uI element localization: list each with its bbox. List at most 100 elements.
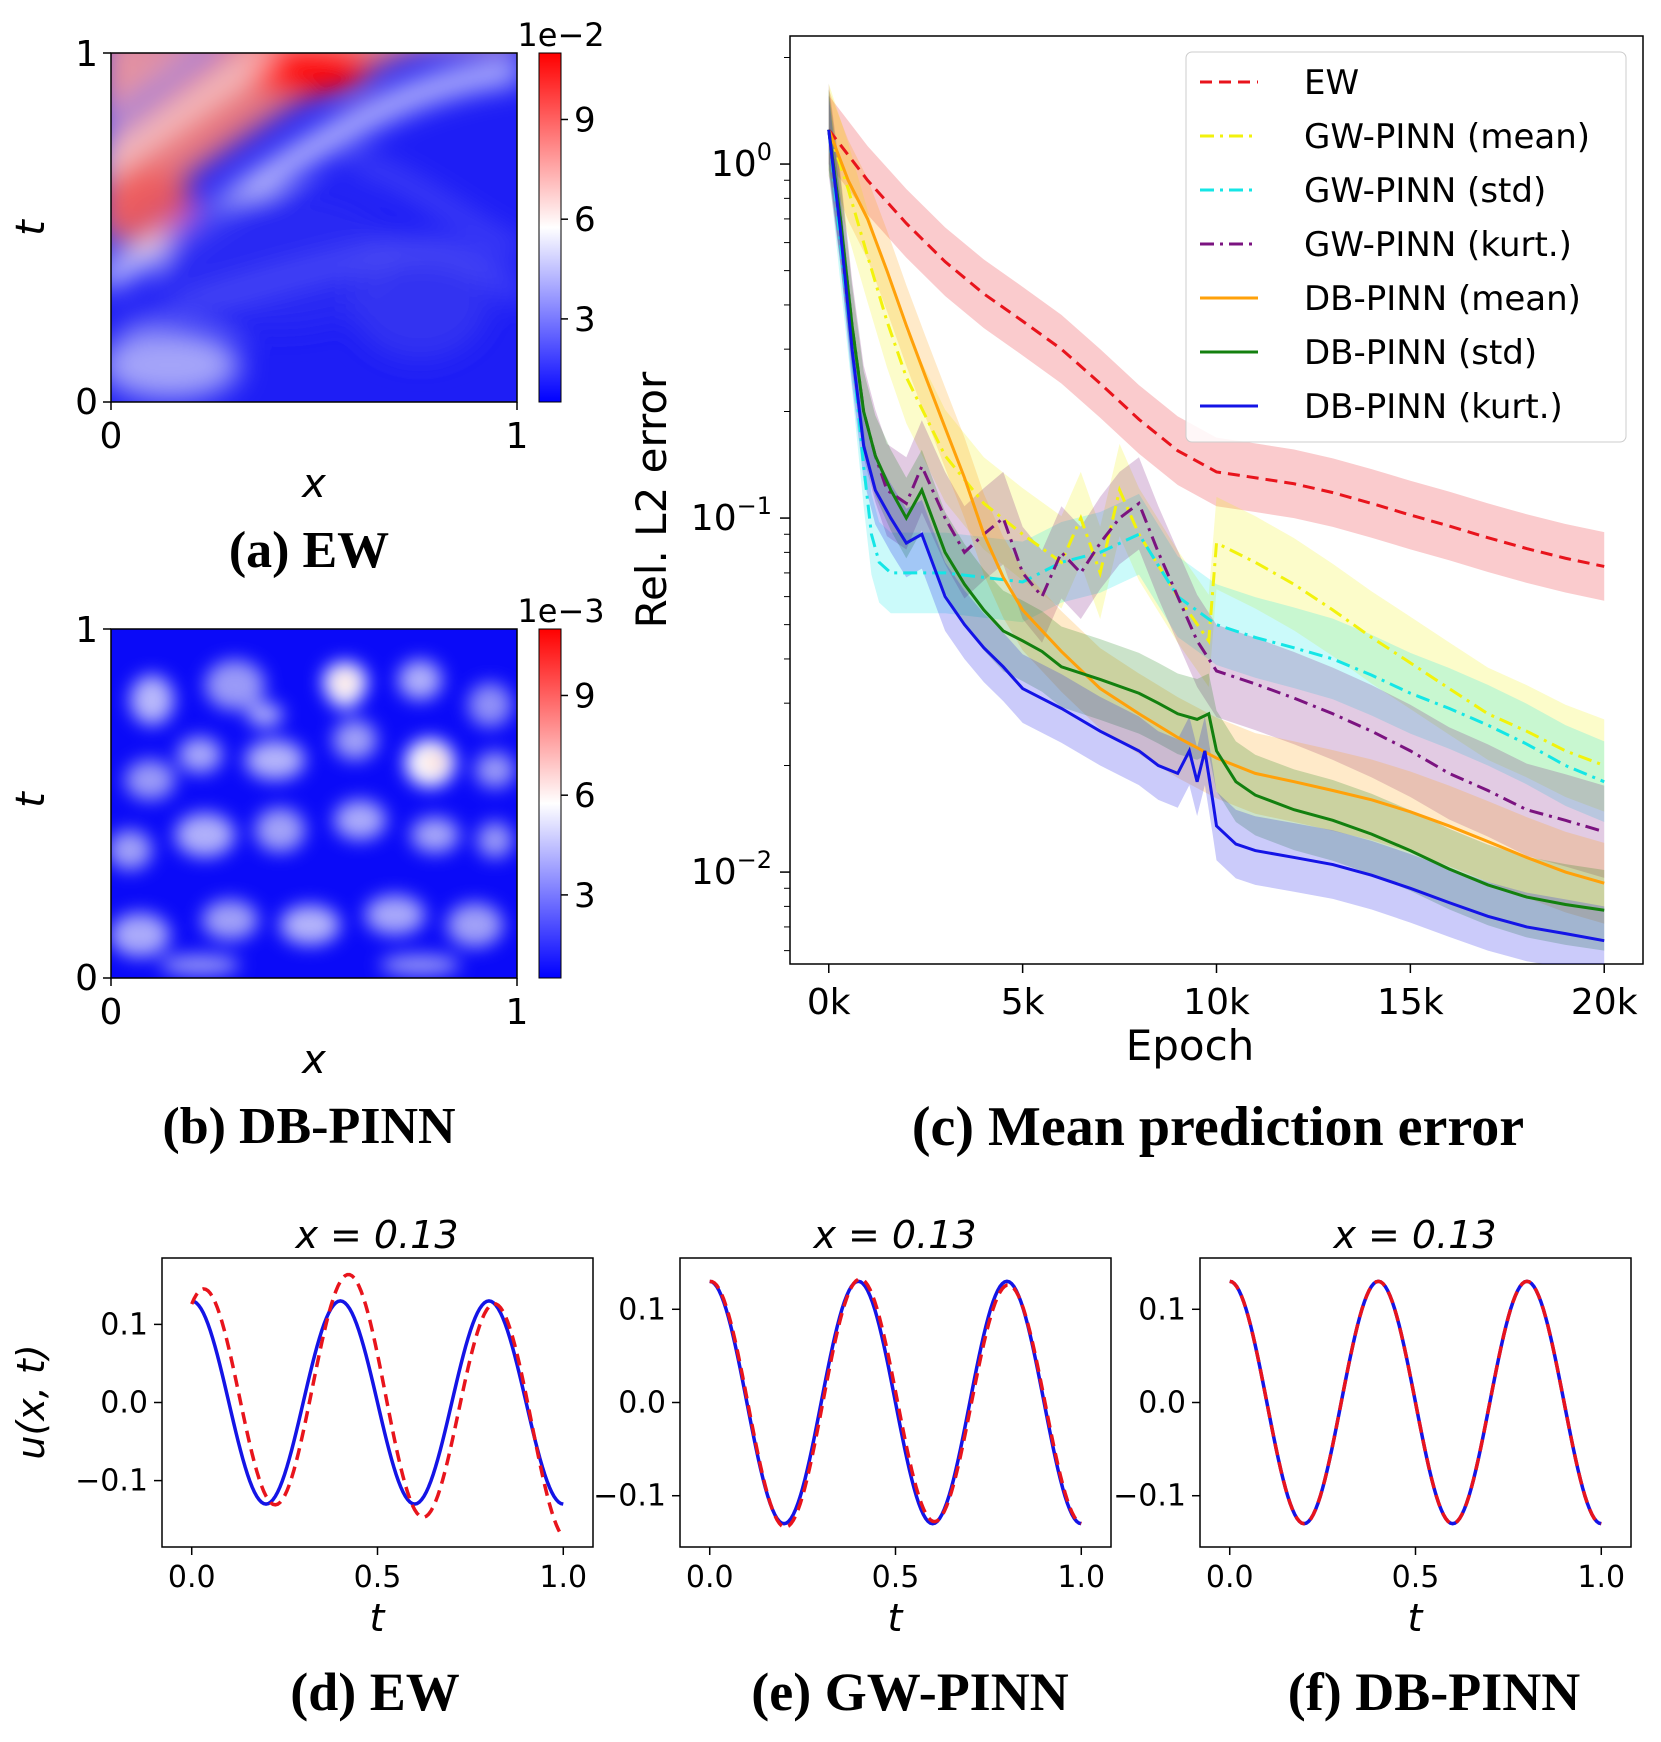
colorbar-tick-label: 3	[574, 876, 596, 916]
error-band-GW-PINN (mean)	[828, 83, 1605, 812]
legend-label: GW-PINN (std)	[1304, 171, 1546, 211]
y-tick-label: 0.0	[100, 1386, 148, 1421]
heatmap-a-xtick-1: 1	[506, 416, 529, 457]
legend-label: DB-PINN (mean)	[1304, 279, 1581, 319]
chart-d-lines	[190, 1272, 565, 1539]
x-tick-label: 0.0	[686, 1560, 734, 1595]
y-tick-label: −0.1	[1113, 1479, 1186, 1514]
legend-label: EW	[1304, 63, 1359, 103]
colorbar-a	[538, 52, 562, 403]
x-tick-label: 1.0	[539, 1560, 587, 1595]
legend-box	[1185, 51, 1627, 443]
error-band-GW-PINN (kurt.)	[828, 83, 1605, 878]
heatmap-b-xlabel: x	[300, 1037, 326, 1083]
x-tick-label: 20k	[1571, 982, 1638, 1023]
chart-c-lines	[827, 128, 1605, 943]
heatmap-b-field	[111, 629, 517, 978]
heatmap-b-xtick-1: 1	[506, 992, 529, 1033]
colorbar-a-scale: 1e−2	[517, 16, 604, 54]
x-tick-label: 0.0	[168, 1560, 216, 1595]
y-tick-label: 100	[711, 138, 772, 185]
series-line-prediction	[709, 1277, 1083, 1529]
chart-c-xlabel: Epoch	[1126, 1021, 1255, 1070]
heatmap-b-ytick-0: 0	[75, 958, 98, 999]
series-line-GW-PINN (mean)	[827, 129, 1605, 767]
y-tick-label: −0.1	[75, 1464, 148, 1499]
panel-e-line-chart: 0.0 0.5 1.0 0.1 0.0 −0.1 x = 0.13 t (e) GW-PI…	[593, 1213, 1112, 1722]
error-band-DB-PINN (std)	[828, 89, 1605, 951]
series-line-DB-PINN (mean)	[827, 129, 1605, 885]
y-tick-label: 0.1	[618, 1292, 666, 1327]
x-tick-label: 15k	[1377, 982, 1444, 1023]
caption-c: (c) Mean prediction error	[912, 1096, 1524, 1158]
heatmap-b-ytick-1: 1	[75, 610, 98, 651]
colorbar-tick-label: 6	[574, 776, 596, 816]
error-band-GW-PINN (std)	[828, 89, 1605, 823]
panel-b-heatmap: 0 1 0 1 x t 3 6 9 1e−3 (b) DB-PINN	[8, 592, 605, 1155]
colorbar-b-scale: 1e−3	[517, 592, 604, 630]
heatmap-b-xtick-0: 0	[100, 992, 123, 1033]
caption-b: (b) DB-PINN	[162, 1098, 455, 1155]
y-tick-label: −0.1	[593, 1479, 666, 1514]
chart-f-xlabel: t	[1408, 1596, 1425, 1640]
chart-f-lines	[1229, 1279, 1602, 1526]
heatmap-a-xlabel: x	[300, 461, 326, 507]
colorbar-tick-label: 9	[574, 100, 596, 140]
chart-e-lines	[709, 1277, 1083, 1529]
chart-d-title: x = 0.13	[294, 1213, 458, 1257]
panel-f-line-chart: 0.0 0.5 1.0 0.1 0.0 −0.1 x = 0.13 t (f) DB-PI…	[1113, 1213, 1632, 1722]
caption-a: (a) EW	[229, 522, 389, 579]
y-tick-label: 10−1	[691, 492, 772, 539]
chart-d-ylabel: u(x, t)	[9, 1344, 53, 1459]
colorbar-tick-label: 3	[574, 300, 596, 340]
series-line-prediction	[190, 1272, 565, 1539]
chart-e-axes: 0.0 0.5 1.0 0.1 0.0 −0.1	[593, 1292, 1105, 1595]
caption-e: (e) GW-PINN	[751, 1662, 1068, 1722]
panel-c-line-chart: 0k 5k 10k 15k 20k 100 10−1 10−2 Epoch Rel. L2 e…	[627, 35, 1644, 1158]
x-tick-label: 10k	[1183, 982, 1250, 1023]
legend-label: DB-PINN (std)	[1304, 333, 1537, 373]
heatmap-a-frame	[110, 52, 518, 403]
chart-f-axes: 0.0 0.5 1.0 0.1 0.0 −0.1	[1113, 1292, 1625, 1595]
legend-label: GW-PINN (mean)	[1304, 117, 1590, 157]
colorbar-a-ticks: 3 6 9	[561, 100, 596, 340]
colorbar-b	[538, 628, 562, 979]
heatmap-a-ytick-1: 1	[75, 34, 98, 75]
caption-d: (d) EW	[290, 1662, 460, 1722]
y-tick-label: 0.1	[1138, 1292, 1186, 1327]
legend-label: GW-PINN (kurt.)	[1304, 225, 1572, 265]
chart-d-xlabel: t	[370, 1596, 387, 1640]
caption-f: (f) DB-PINN	[1288, 1662, 1580, 1722]
heatmap-a-ylabel: t	[8, 219, 54, 236]
panel-a-heatmap: 0 1 0 1 x t 3 6 9 1e−2 (a) EW	[8, 16, 605, 579]
series-line-exact	[191, 1299, 564, 1506]
series-line-DB-PINN (std)	[827, 129, 1605, 912]
colorbar-b-ticks: 3 6 9	[561, 676, 596, 916]
x-tick-label: 0.5	[1392, 1560, 1440, 1595]
chart-f-title: x = 0.13	[1332, 1213, 1496, 1257]
y-tick-label: 10−2	[691, 846, 772, 893]
chart-e-xlabel: t	[888, 1596, 905, 1640]
chart-c-axes: 0k 5k 10k 15k 20k 100 10−1 10−2	[691, 56, 1638, 1023]
y-tick-label: 0.1	[100, 1307, 148, 1342]
series-line-GW-PINN (std)	[827, 129, 1605, 784]
x-tick-label: 1.0	[1057, 1560, 1105, 1595]
chart-c-legend: EW GW-PINN (mean) GW-PINN (std) GW-PINN (ku…	[1185, 51, 1627, 443]
x-tick-label: 5k	[1001, 982, 1045, 1023]
y-tick-label: 0.0	[1138, 1386, 1186, 1421]
legend-label: DB-PINN (kurt.)	[1304, 387, 1563, 427]
x-tick-label: 0k	[807, 982, 851, 1023]
series-line-prediction	[1229, 1279, 1602, 1526]
error-band-EW	[828, 95, 1605, 601]
panel-d-line-chart: 0.0 0.5 1.0 0.1 0.0 −0.1 x = 0.13 t u(x, t) (…	[9, 1213, 594, 1722]
heatmap-b-ylabel: t	[8, 791, 54, 808]
heatmap-b-frame	[110, 628, 518, 979]
chart-e-title: x = 0.13	[812, 1213, 976, 1257]
series-line-EW	[827, 128, 1605, 568]
heatmap-a-xtick-0: 0	[100, 416, 123, 457]
chart-d-axes: 0.0 0.5 1.0 0.1 0.0 −0.1	[75, 1307, 587, 1595]
colorbar-tick-label: 6	[574, 200, 596, 240]
x-tick-label: 1.0	[1577, 1560, 1625, 1595]
x-tick-label: 0.5	[354, 1560, 402, 1595]
